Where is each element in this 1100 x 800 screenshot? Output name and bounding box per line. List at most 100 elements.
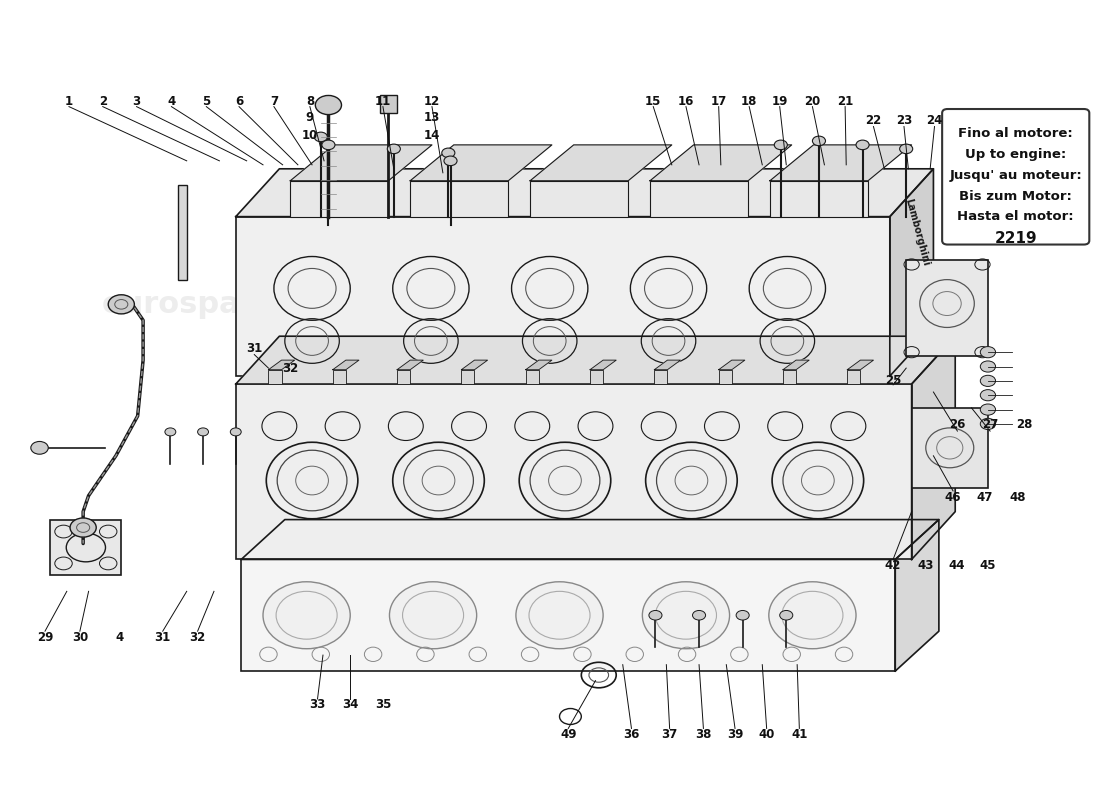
Polygon shape xyxy=(268,360,295,370)
Polygon shape xyxy=(654,360,681,370)
Text: 6: 6 xyxy=(235,94,243,107)
Text: 7: 7 xyxy=(270,94,278,107)
Text: 8: 8 xyxy=(306,94,313,107)
Text: 21: 21 xyxy=(837,94,854,107)
Ellipse shape xyxy=(230,428,241,436)
Ellipse shape xyxy=(70,518,96,537)
Polygon shape xyxy=(590,360,616,370)
Text: 31: 31 xyxy=(246,342,263,354)
FancyBboxPatch shape xyxy=(290,181,388,217)
Ellipse shape xyxy=(516,582,603,649)
FancyBboxPatch shape xyxy=(241,559,895,671)
Text: 4: 4 xyxy=(116,631,123,644)
Polygon shape xyxy=(890,169,934,376)
Text: 28: 28 xyxy=(1015,418,1032,431)
Ellipse shape xyxy=(980,404,996,415)
Text: Up to engine:: Up to engine: xyxy=(965,148,1066,161)
Ellipse shape xyxy=(389,582,476,649)
Polygon shape xyxy=(241,519,939,559)
Text: eurospares: eurospares xyxy=(450,426,642,454)
FancyBboxPatch shape xyxy=(178,185,187,281)
FancyBboxPatch shape xyxy=(235,384,912,559)
Text: 25: 25 xyxy=(884,374,901,386)
FancyBboxPatch shape xyxy=(590,370,603,384)
Ellipse shape xyxy=(980,418,996,430)
Text: 29: 29 xyxy=(36,631,53,644)
FancyBboxPatch shape xyxy=(51,519,121,575)
Ellipse shape xyxy=(108,294,134,314)
Ellipse shape xyxy=(31,442,48,454)
FancyBboxPatch shape xyxy=(379,95,397,113)
Ellipse shape xyxy=(900,144,913,154)
Text: 32: 32 xyxy=(189,631,206,644)
Text: 11: 11 xyxy=(375,94,390,107)
FancyBboxPatch shape xyxy=(526,370,539,384)
FancyBboxPatch shape xyxy=(268,370,282,384)
FancyBboxPatch shape xyxy=(770,181,868,217)
Text: 48: 48 xyxy=(1009,490,1025,504)
Ellipse shape xyxy=(856,140,869,150)
Ellipse shape xyxy=(780,610,793,620)
Text: 2219: 2219 xyxy=(994,231,1037,246)
Text: 18: 18 xyxy=(741,94,758,107)
Text: 36: 36 xyxy=(624,728,640,742)
Text: eurospares: eurospares xyxy=(101,290,294,319)
Ellipse shape xyxy=(165,428,176,436)
Ellipse shape xyxy=(774,140,788,150)
Text: 20: 20 xyxy=(804,94,821,107)
Ellipse shape xyxy=(649,610,662,620)
FancyBboxPatch shape xyxy=(530,181,628,217)
FancyBboxPatch shape xyxy=(410,181,508,217)
Text: 10: 10 xyxy=(301,129,318,142)
Text: 47: 47 xyxy=(977,490,993,504)
Ellipse shape xyxy=(980,375,996,386)
Text: 30: 30 xyxy=(72,631,88,644)
Ellipse shape xyxy=(387,144,400,154)
Polygon shape xyxy=(397,360,424,370)
Polygon shape xyxy=(290,145,432,181)
Text: 49: 49 xyxy=(560,728,576,742)
FancyBboxPatch shape xyxy=(718,370,732,384)
Text: Jusqu' au moteur:: Jusqu' au moteur: xyxy=(949,169,1082,182)
Text: 15: 15 xyxy=(645,94,661,107)
Ellipse shape xyxy=(642,582,729,649)
Polygon shape xyxy=(783,360,810,370)
Polygon shape xyxy=(847,360,873,370)
Ellipse shape xyxy=(693,610,705,620)
Polygon shape xyxy=(650,145,792,181)
Text: 22: 22 xyxy=(866,114,881,126)
FancyBboxPatch shape xyxy=(783,370,796,384)
Text: 27: 27 xyxy=(982,418,998,431)
FancyBboxPatch shape xyxy=(235,217,890,376)
Text: Hasta el motor:: Hasta el motor: xyxy=(957,210,1074,223)
Text: 38: 38 xyxy=(695,728,712,742)
Text: Fino al motore:: Fino al motore: xyxy=(958,127,1074,140)
Text: 45: 45 xyxy=(980,559,997,572)
Ellipse shape xyxy=(769,582,856,649)
Text: 13: 13 xyxy=(424,111,440,124)
FancyBboxPatch shape xyxy=(912,408,988,488)
Ellipse shape xyxy=(980,346,996,358)
Polygon shape xyxy=(235,336,955,384)
Text: 5: 5 xyxy=(202,94,210,107)
Ellipse shape xyxy=(736,610,749,620)
Ellipse shape xyxy=(442,148,455,158)
Ellipse shape xyxy=(444,156,456,166)
FancyBboxPatch shape xyxy=(906,261,988,356)
Text: 44: 44 xyxy=(948,559,965,572)
Ellipse shape xyxy=(263,582,350,649)
Text: 33: 33 xyxy=(309,698,326,711)
Ellipse shape xyxy=(198,428,209,436)
FancyBboxPatch shape xyxy=(650,181,748,217)
Polygon shape xyxy=(530,145,672,181)
Text: 2: 2 xyxy=(99,94,107,107)
FancyBboxPatch shape xyxy=(333,370,345,384)
Text: 16: 16 xyxy=(678,94,694,107)
Ellipse shape xyxy=(316,95,341,114)
Ellipse shape xyxy=(980,361,996,372)
Ellipse shape xyxy=(315,132,328,142)
Text: 42: 42 xyxy=(884,559,901,572)
Text: 14: 14 xyxy=(424,129,440,142)
Polygon shape xyxy=(895,519,939,671)
Text: 9: 9 xyxy=(306,111,313,124)
